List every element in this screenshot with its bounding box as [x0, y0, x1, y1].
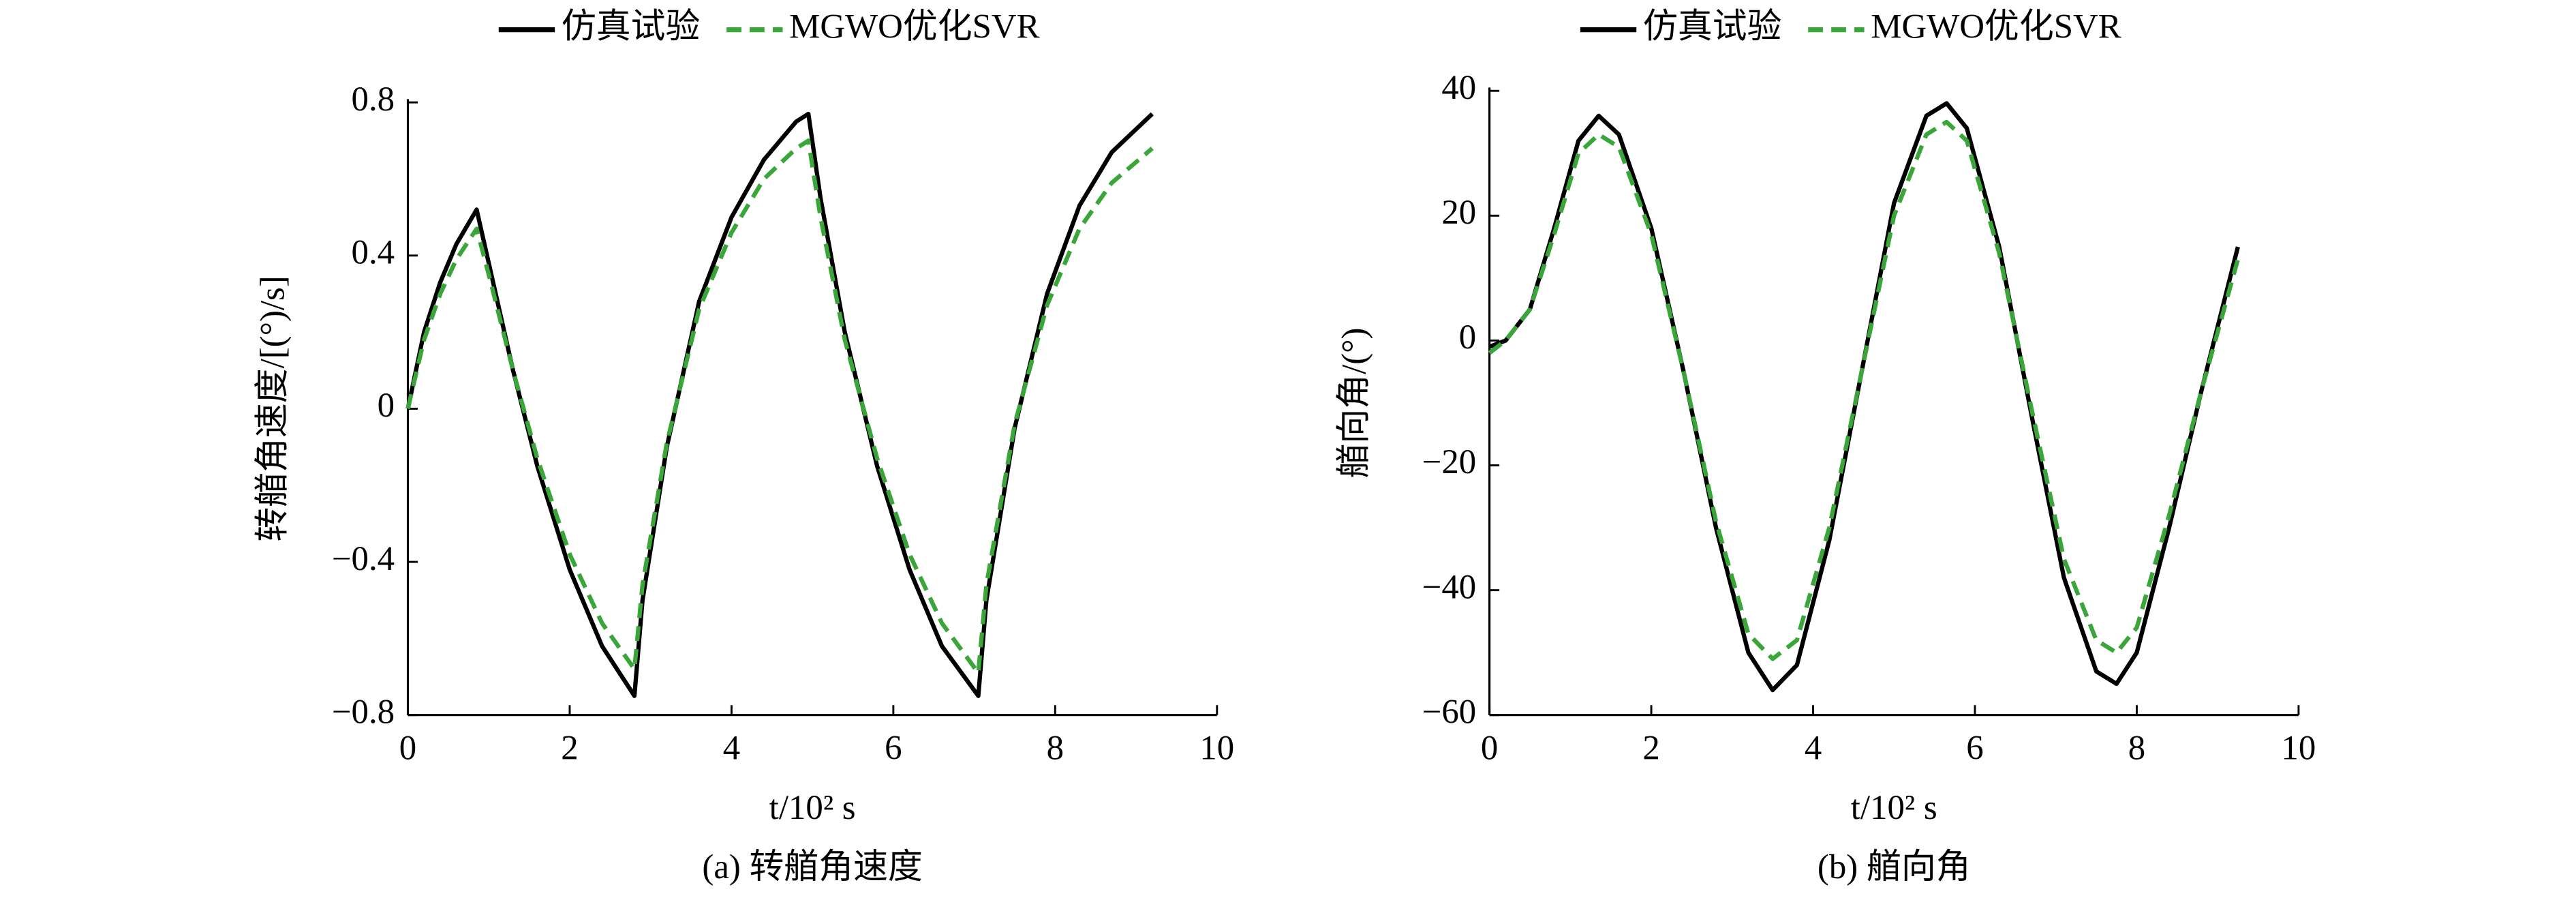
x-axis-label: t/10² s: [1851, 789, 1937, 827]
legend-label: MGWO优化SVR: [1871, 7, 2121, 46]
x-tick-label: 10: [1199, 730, 1234, 768]
series-line: [1488, 101, 2240, 693]
x-axis-label: t/10² s: [769, 789, 856, 827]
x-tick-label: 0: [1481, 730, 1498, 768]
y-tick-label: −60: [1422, 693, 1477, 731]
y-tick-label: −20: [1422, 443, 1477, 481]
x-tick-label: 8: [1047, 730, 1064, 768]
y-tick-label: 20: [1441, 194, 1476, 232]
y-tick-label: −0.4: [332, 540, 395, 578]
x-tick-label: 6: [885, 730, 902, 768]
caption: (b) 艏向角: [1818, 848, 1971, 886]
x-tick-label: 4: [1805, 730, 1822, 768]
y-axis-label: 转艏角速度/[(°)/s]: [254, 275, 292, 541]
legend-label: 仿真试验: [1643, 7, 1781, 46]
x-tick-label: 2: [561, 730, 578, 768]
x-tick-label: 2: [1642, 730, 1659, 768]
legend-label: 仿真试验: [562, 7, 700, 46]
caption: (a) 转艏角速度: [702, 848, 923, 886]
y-axis-label: 艏向角/(°): [1335, 328, 1373, 479]
y-tick-label: 0.8: [352, 80, 395, 119]
x-tick-label: 6: [1966, 730, 1983, 768]
x-tick-label: 0: [399, 730, 416, 768]
series-line: [405, 111, 1154, 698]
y-tick-label: −0.8: [332, 693, 395, 731]
y-tick-label: 0: [1459, 318, 1476, 357]
y-tick-label: 0.4: [352, 233, 395, 271]
y-tick-label: 0: [378, 387, 395, 425]
legend-label: MGWO优化SVR: [789, 7, 1039, 46]
y-tick-label: 40: [1441, 69, 1476, 107]
series-line: [405, 138, 1154, 676]
series-line: [1488, 119, 2240, 661]
y-tick-label: −40: [1422, 568, 1477, 606]
x-tick-label: 8: [2128, 730, 2145, 768]
x-tick-label: 4: [723, 730, 740, 768]
x-tick-label: 10: [2281, 730, 2316, 768]
